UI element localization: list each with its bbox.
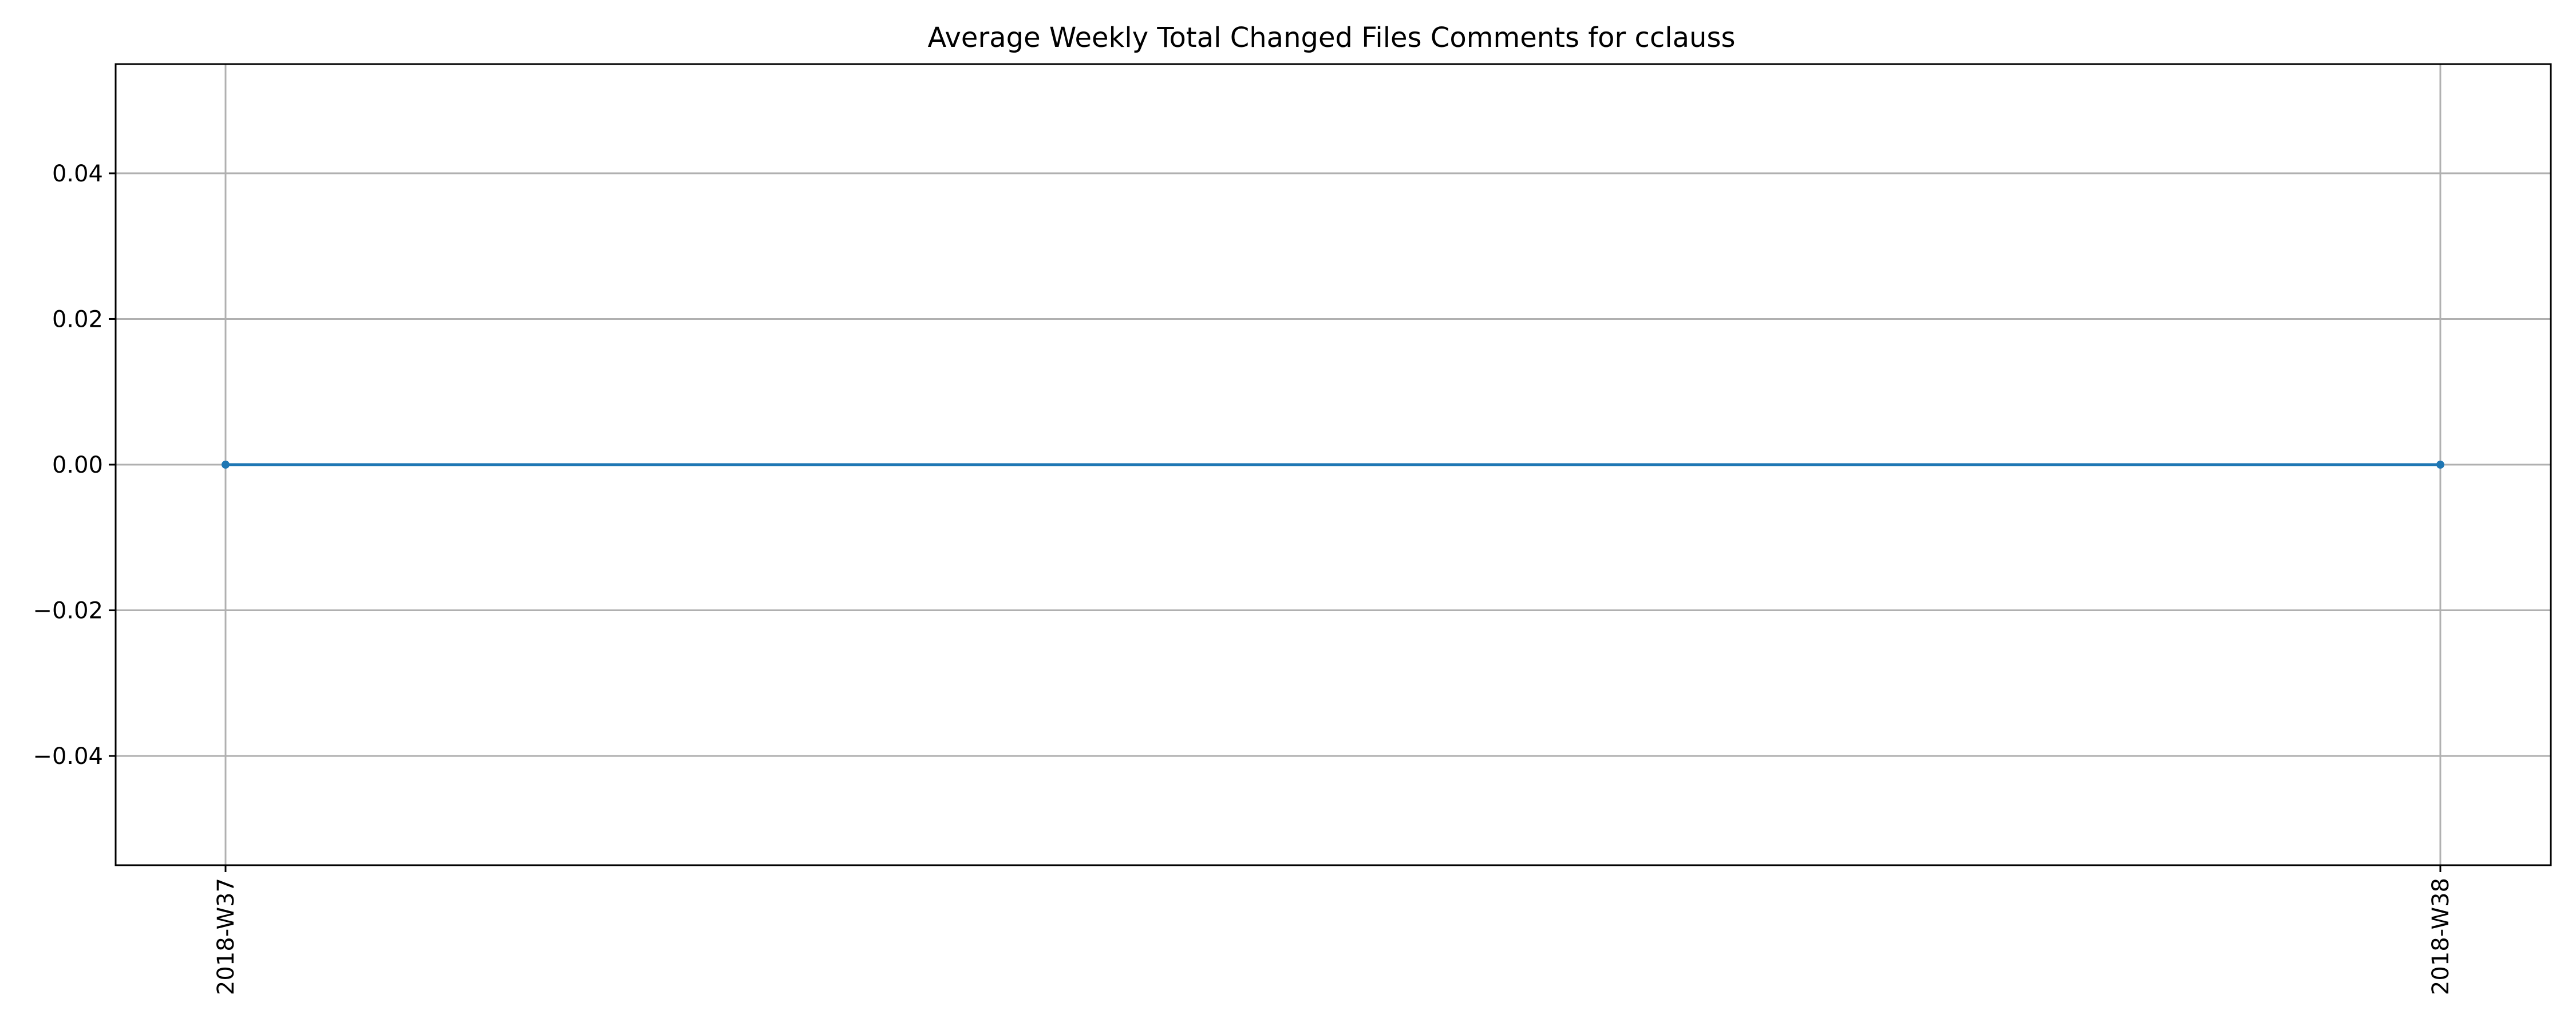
chart-title: Average Weekly Total Changed Files Comme…: [928, 22, 1736, 54]
x-axis: 2018-W37 2018-W38: [213, 865, 2454, 995]
data-point: [2436, 461, 2444, 469]
x-tick-label: 2018-W37: [213, 878, 239, 995]
data-point: [222, 461, 230, 469]
y-tick-label: 0.04: [52, 161, 103, 187]
y-tick-label: 0.02: [52, 306, 103, 332]
x-tick-label: 2018-W38: [2428, 878, 2454, 995]
series-layer: [222, 461, 2444, 469]
y-tick-label: −0.04: [33, 743, 103, 770]
y-tick-label: −0.02: [33, 598, 103, 624]
y-axis: −0.04 −0.02 0.00 0.02 0.04: [33, 161, 116, 770]
y-tick-label: 0.00: [52, 452, 103, 478]
